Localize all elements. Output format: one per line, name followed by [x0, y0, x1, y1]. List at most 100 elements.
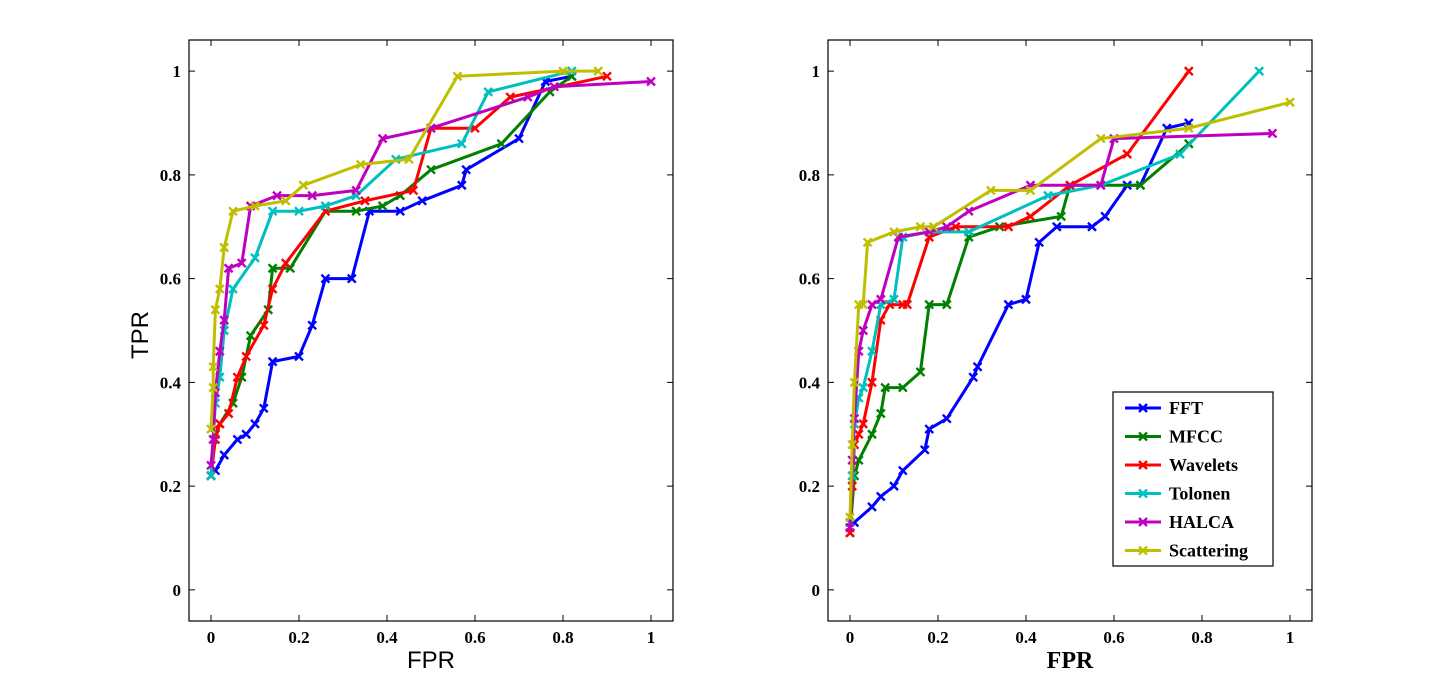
right-point-fft [1034, 237, 1045, 248]
left-point-wavelets [408, 185, 419, 196]
left-point-tolonen [483, 87, 494, 97]
left-point-scattering [250, 201, 260, 211]
legend-label: Scattering [1169, 541, 1248, 561]
left-point-fft [258, 403, 269, 414]
legend-swatch-marker [1138, 517, 1148, 527]
left-y-tick-label: 0.2 [160, 477, 181, 496]
left-x-tick-label: 0.4 [376, 628, 398, 647]
right-y-tick-label: 0 [812, 581, 821, 600]
right-x-tick-label: 0.6 [1103, 628, 1124, 647]
legend-item-fft: FFT [1125, 398, 1203, 418]
left-point-scattering [206, 424, 216, 434]
legend-swatch-marker [1138, 431, 1148, 442]
right-point-fft [1087, 221, 1097, 232]
right-point-mfcc [1135, 180, 1146, 191]
right-x-tick-label: 0.8 [1191, 628, 1212, 647]
left-point-scattering [280, 195, 291, 206]
right-point-halca [875, 294, 886, 305]
left-point-halca [646, 76, 656, 87]
legend-swatch-marker [1138, 488, 1148, 499]
left-point-scattering [558, 66, 568, 76]
left-series [206, 66, 656, 481]
left-y-axis-label: TPR [127, 311, 154, 359]
right-point-tolonen [889, 294, 899, 305]
right-point-wavelets [1183, 66, 1194, 76]
right-series-line-mfcc [848, 142, 1190, 533]
left-point-mfcc [426, 164, 436, 175]
left-x-tick-label: 0.2 [288, 628, 309, 647]
left-point-mfcc [245, 330, 256, 341]
left-point-halca [351, 185, 362, 196]
left-point-fft [461, 164, 472, 175]
right-ticks: 0 0.2 0.4 0.6 0.8 1 0 0.2 0.4 0.6 0.8 1 [799, 40, 1312, 647]
left-point-scattering [355, 159, 366, 170]
left-point-fft [456, 180, 467, 191]
right-series [845, 66, 1295, 538]
left-ticks: 0 0.2 0.4 0.6 0.8 1 0 0.2 0.4 0.6 0.8 1 [160, 40, 673, 647]
left-point-fft [514, 133, 524, 144]
left-point-scattering [298, 180, 309, 191]
left-point-fft [307, 320, 318, 331]
right-point-scattering [1183, 123, 1194, 134]
right-point-scattering [849, 377, 860, 388]
legend-item-wavelets: Wavelets [1125, 455, 1238, 475]
legend-swatch-marker [1138, 545, 1148, 556]
legend-item-halca: HALCA [1125, 512, 1234, 532]
right-point-wavelets [858, 419, 869, 429]
right-point-mfcc [880, 382, 891, 393]
right-point-halca [963, 206, 974, 217]
right-point-fft [919, 444, 930, 455]
right-point-fft [1003, 299, 1014, 310]
left-x-tick-label: 1 [647, 628, 656, 647]
left-point-tolonen [456, 138, 467, 149]
right-point-wavelets [867, 377, 877, 388]
left-y-tick-label: 0 [173, 581, 182, 600]
left-point-mfcc [377, 201, 388, 211]
right-point-scattering [985, 185, 996, 196]
left-point-fft [232, 434, 243, 445]
legend-label: FFT [1169, 398, 1203, 418]
right-point-fft [1100, 211, 1111, 222]
left-point-tolonen [206, 470, 216, 481]
right-point-tolonen [963, 227, 974, 237]
right-point-fft [867, 502, 877, 512]
left-point-wavelets [505, 92, 516, 102]
right-point-scattering [1285, 97, 1295, 108]
right-point-tolonen [867, 346, 877, 357]
legend: FFT MFCC Wavelets Tolonen HALCA Scattering [1112, 391, 1274, 567]
left-x-tick-label: 0.6 [464, 628, 485, 647]
left-point-fft [250, 419, 260, 429]
right-x-tick-label: 0 [846, 628, 855, 647]
right-point-scattering [862, 237, 873, 248]
right-point-scattering [915, 221, 926, 232]
legend-item-tolonen: Tolonen [1125, 484, 1230, 504]
left-point-wavelets [214, 419, 225, 429]
right-point-tolonen [858, 382, 869, 393]
right-y-tick-label: 0.2 [799, 477, 820, 496]
right-point-scattering [845, 512, 855, 523]
left-point-wavelets [241, 351, 252, 362]
right-x-tick-label: 0.2 [927, 628, 948, 647]
left-x-tick-label: 0 [207, 628, 216, 647]
right-plot-area [827, 39, 1313, 622]
right-point-halca [1267, 128, 1278, 139]
left-point-tolonen [228, 284, 238, 294]
left-point-mfcc [351, 206, 362, 217]
right-point-scattering [889, 227, 899, 237]
right-point-halca [941, 221, 952, 232]
left-point-fft [395, 206, 406, 217]
left-point-mfcc [496, 138, 507, 149]
right-point-fft [972, 361, 983, 372]
right-x-tick-label: 0.4 [1015, 628, 1037, 647]
left-point-halca [206, 460, 216, 471]
right-point-tolonen [1175, 149, 1185, 159]
left-point-mfcc [267, 263, 278, 274]
left-point-wavelets [602, 71, 612, 82]
right-point-scattering [1025, 185, 1036, 196]
right-point-fft [1021, 294, 1031, 305]
right-y-tick-label: 0.8 [799, 166, 820, 185]
left-point-halca [214, 346, 225, 357]
left-point-fft [219, 450, 230, 460]
left-point-scattering [219, 242, 230, 253]
left-point-fft [294, 351, 304, 362]
